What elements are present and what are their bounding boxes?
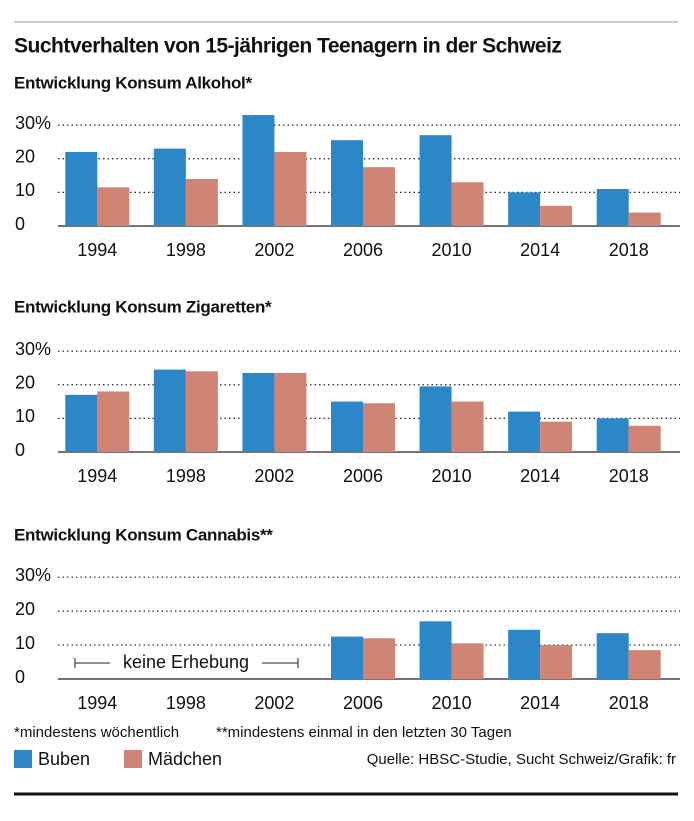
x-tick-label: 1998 xyxy=(166,466,206,486)
bar xyxy=(363,403,395,452)
bar xyxy=(628,425,661,452)
bar xyxy=(274,372,307,452)
x-tick-label: 2014 xyxy=(520,240,560,260)
bar xyxy=(508,411,541,452)
x-tick-label: 1998 xyxy=(166,240,206,260)
x-tick-label: 2010 xyxy=(432,693,472,713)
bar xyxy=(508,629,541,679)
legend-label: Mädchen xyxy=(148,749,222,769)
bar xyxy=(451,643,484,679)
x-tick-label: 1998 xyxy=(166,693,206,713)
bar xyxy=(65,394,98,452)
footnote: **mindestens einmal in den letzten 30 Ta… xyxy=(216,724,512,741)
bar xyxy=(242,115,275,226)
bar xyxy=(596,189,629,226)
legend-label: Buben xyxy=(38,749,90,769)
bar xyxy=(508,192,541,226)
x-tick-label: 2018 xyxy=(609,466,649,486)
x-tick-label: 2006 xyxy=(343,693,383,713)
y-tick-label: 10 xyxy=(15,406,35,426)
y-tick-label: 20 xyxy=(15,146,35,166)
footnote: *mindestens wöchentlich xyxy=(14,724,179,741)
bar xyxy=(97,187,130,226)
x-tick-label: 2018 xyxy=(609,240,649,260)
chart-subtitle: Entwicklung Konsum Cannabis** xyxy=(14,525,273,544)
x-tick-label: 2010 xyxy=(432,240,472,260)
x-tick-label: 2014 xyxy=(520,466,560,486)
y-tick-label: 0 xyxy=(15,440,25,460)
y-tick-label: 30% xyxy=(15,113,51,133)
bar xyxy=(596,418,629,452)
bar xyxy=(596,633,629,679)
bar xyxy=(419,386,452,452)
x-tick-label: 2006 xyxy=(343,466,383,486)
bar xyxy=(153,369,186,452)
bar xyxy=(65,152,98,226)
x-tick-label: 2002 xyxy=(254,466,294,486)
bar xyxy=(97,391,130,452)
y-tick-label: 10 xyxy=(15,180,35,200)
x-tick-label: 2002 xyxy=(254,240,294,260)
chart-subtitle: Entwicklung Konsum Alkohol* xyxy=(14,73,252,92)
bar xyxy=(331,636,363,679)
bar xyxy=(540,421,573,452)
bar xyxy=(451,182,484,226)
y-tick-label: 30% xyxy=(15,339,51,359)
bar xyxy=(540,645,573,679)
bar xyxy=(451,401,484,452)
x-tick-label: 1994 xyxy=(77,693,117,713)
bar xyxy=(185,371,218,452)
bar xyxy=(185,178,218,226)
bar xyxy=(153,148,186,226)
page-title: Suchtverhalten von 15-jährigen Teenagern… xyxy=(14,35,561,58)
bar xyxy=(419,135,452,226)
y-tick-label: 0 xyxy=(15,214,25,234)
x-tick-label: 2014 xyxy=(520,693,560,713)
y-tick-label: 20 xyxy=(15,372,35,392)
bar xyxy=(242,372,275,452)
bar xyxy=(331,401,363,452)
x-tick-label: 2002 xyxy=(254,693,294,713)
y-tick-label: 30% xyxy=(15,565,51,585)
x-tick-label: 2010 xyxy=(432,466,472,486)
bar xyxy=(419,621,452,679)
annotation: keine Erhebung xyxy=(123,652,249,672)
y-tick-label: 10 xyxy=(15,633,35,653)
bar xyxy=(628,650,661,679)
bar xyxy=(628,212,661,226)
bar xyxy=(540,205,573,226)
bar xyxy=(331,140,363,226)
source: Quelle: HBSC-Studie, Sucht Schweiz/Grafi… xyxy=(367,751,676,768)
x-tick-label: 1994 xyxy=(77,466,117,486)
y-tick-label: 0 xyxy=(15,667,25,687)
legend-swatch xyxy=(14,750,32,768)
bar xyxy=(363,638,395,679)
y-tick-label: 20 xyxy=(15,599,35,619)
x-tick-label: 2018 xyxy=(609,693,649,713)
x-tick-label: 1994 xyxy=(77,240,117,260)
legend-swatch xyxy=(124,750,142,768)
x-tick-label: 2006 xyxy=(343,240,383,260)
bar xyxy=(363,167,395,226)
bar xyxy=(274,152,307,226)
chart-subtitle: Entwicklung Konsum Zigaretten* xyxy=(14,297,272,316)
